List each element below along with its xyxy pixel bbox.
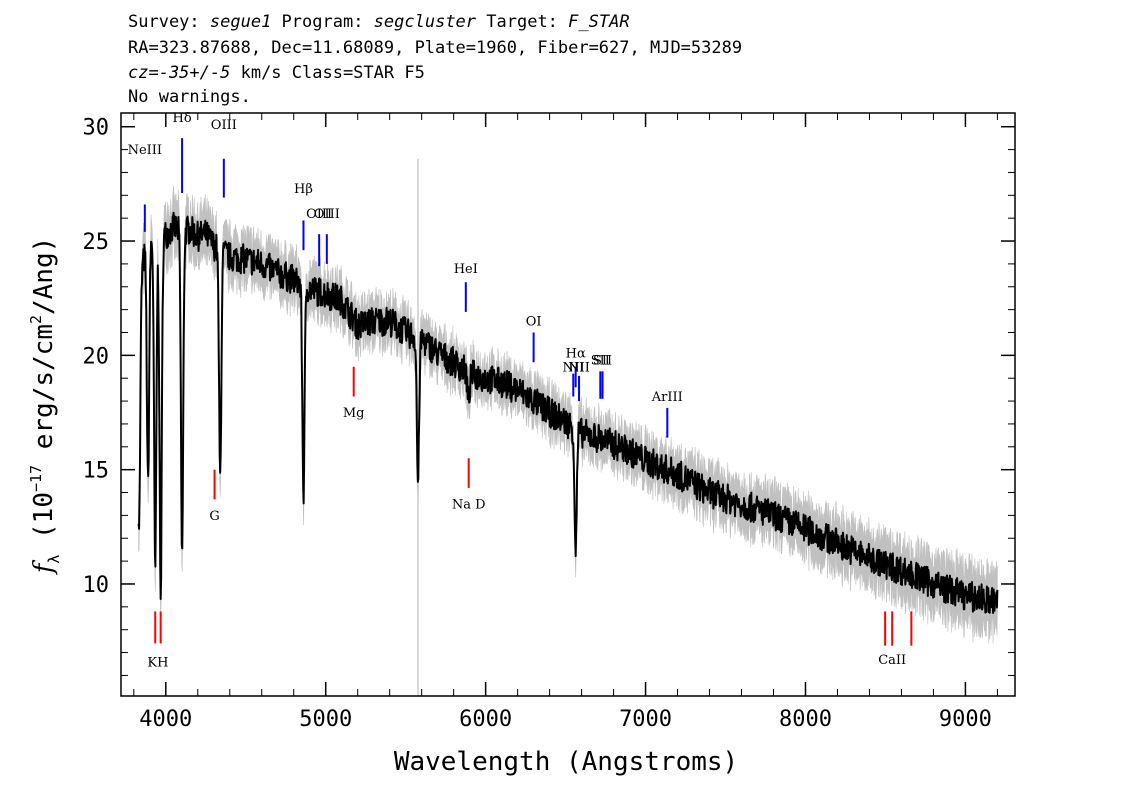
x-tick-label: 4000	[139, 707, 192, 732]
emission-label: OIII	[314, 207, 340, 222]
emission-label: Hδ	[173, 111, 192, 126]
emission-label: NII	[568, 360, 590, 375]
header-line-4: No warnings.	[128, 87, 251, 107]
y-axis-title-part1: (10	[29, 492, 59, 555]
header-target-prefix: Target:	[476, 12, 568, 32]
emission-label: Hβ	[294, 182, 313, 197]
emission-label: OI	[526, 315, 542, 330]
header-target: F_STAR	[568, 12, 629, 32]
y-axis-title-exp1: −17	[27, 465, 45, 492]
y-axis-title-lambda: λ	[45, 555, 63, 564]
absorption-label: G	[209, 509, 219, 524]
emission-label: SII	[591, 353, 610, 368]
flux-line	[137, 211, 999, 614]
header-line-3: cz=-35+/-5 km/s Class=STAR F5	[128, 63, 425, 83]
header-redshift: cz=-35+/-5	[128, 63, 230, 83]
header-survey-prefix: Survey:	[128, 12, 210, 32]
x-tick-label: 9000	[939, 707, 992, 732]
absorption-label: Na D	[452, 498, 486, 513]
y-tick-label: 10	[83, 573, 110, 598]
header-line-1: Survey: segue1 Program: segcluster Targe…	[128, 12, 630, 32]
emission-label: SII	[593, 353, 612, 368]
x-axis-title: Wavelength (Angstroms)	[394, 747, 738, 777]
y-axis-title-part3: /Ang)	[29, 237, 59, 315]
emission-label: OIII	[306, 207, 332, 222]
x-tick-label: 5000	[299, 707, 352, 732]
header-program: segcluster	[374, 12, 477, 32]
emission-label: Hα	[566, 347, 586, 362]
axis-ticks: 4000 5000 6000 7000 8000 9000 10 15 20 25 30	[83, 113, 1015, 732]
y-axis-title-exp2: 2	[27, 315, 45, 324]
x-tick-label: 8000	[779, 707, 832, 732]
y-tick-label: 20	[83, 344, 110, 369]
x-tick-label: 6000	[459, 707, 512, 732]
y-axis-title-part2: erg/s/cm	[29, 324, 59, 465]
header-class: km/s Class=STAR F5	[230, 63, 424, 83]
emission-label: NII	[562, 360, 584, 375]
plot-frame	[120, 112, 1016, 697]
absorption-label: Mg	[343, 406, 365, 421]
header-program-prefix: Program:	[271, 12, 373, 32]
flux-series	[137, 211, 999, 614]
emission-label: HeI	[454, 262, 478, 277]
header-survey: segue1	[210, 12, 271, 32]
absorption-label: KH	[147, 655, 168, 670]
emission-label: OIII	[211, 118, 237, 133]
y-axis-title: fλ (10−17 erg/s/cm2/Ang)	[27, 237, 63, 576]
x-tick-label: 7000	[619, 707, 672, 732]
y-tick-label: 15	[83, 459, 110, 484]
y-tick-label: 30	[83, 116, 110, 141]
absorption-label: CaII	[878, 653, 906, 668]
y-tick-label: 25	[83, 230, 110, 255]
emission-label: ArIII	[651, 390, 683, 405]
header-line-2: RA=323.87688, Dec=11.68089, Plate=1960, …	[128, 38, 742, 58]
emission-label: NeIII	[128, 143, 162, 158]
